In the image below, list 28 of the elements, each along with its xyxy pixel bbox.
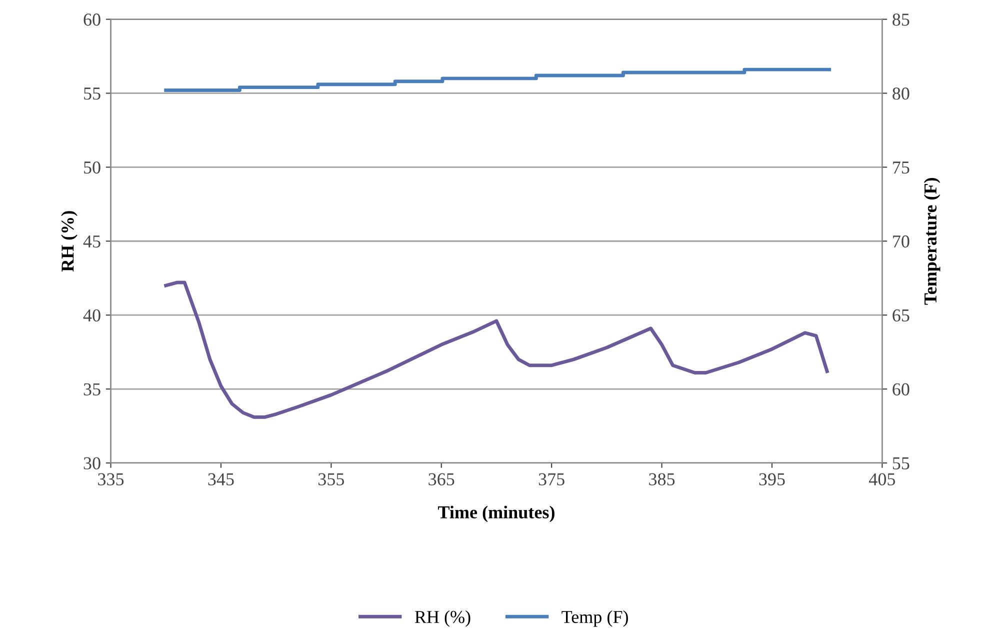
y2-tick-label: 55: [892, 457, 910, 470]
x-tick-label: 395: [759, 473, 785, 486]
x-tick-label: 355: [318, 473, 344, 486]
y2-tick-label: 75: [893, 162, 910, 174]
x-tick-label: 345: [208, 473, 234, 486]
y-tick-label: 30: [84, 457, 100, 470]
y2-tick-label: 65: [892, 309, 910, 322]
x-tick-label: 335: [98, 473, 124, 486]
y2-tick-label: 85: [892, 14, 910, 26]
legend-label: RH (%): [414, 610, 470, 627]
x-tick-label: 405: [869, 473, 896, 486]
y2-axis-title: Temperature (F): [924, 178, 940, 305]
x-axis-title: Time (minutes): [438, 506, 554, 522]
y2-tick-label: 70: [893, 235, 910, 248]
y-tick-label: 50: [84, 161, 100, 174]
y2-tick-label: 80: [892, 87, 910, 100]
y2-tick-label: 60: [892, 383, 910, 396]
y-tick-label: 35: [84, 383, 100, 396]
legend-label: Temp (F): [562, 610, 628, 627]
y-tick-label: 55: [84, 88, 100, 100]
y-tick-label: 60: [84, 14, 100, 26]
x-tick-label: 375: [538, 473, 564, 486]
x-tick-label: 385: [649, 473, 675, 486]
line-series: [164, 280, 829, 419]
y-tick-label: 40: [83, 309, 100, 322]
y-tick-label: 45: [83, 236, 100, 248]
y-axis-title: RH (%): [61, 211, 78, 272]
x-tick-label: 365: [428, 473, 454, 486]
